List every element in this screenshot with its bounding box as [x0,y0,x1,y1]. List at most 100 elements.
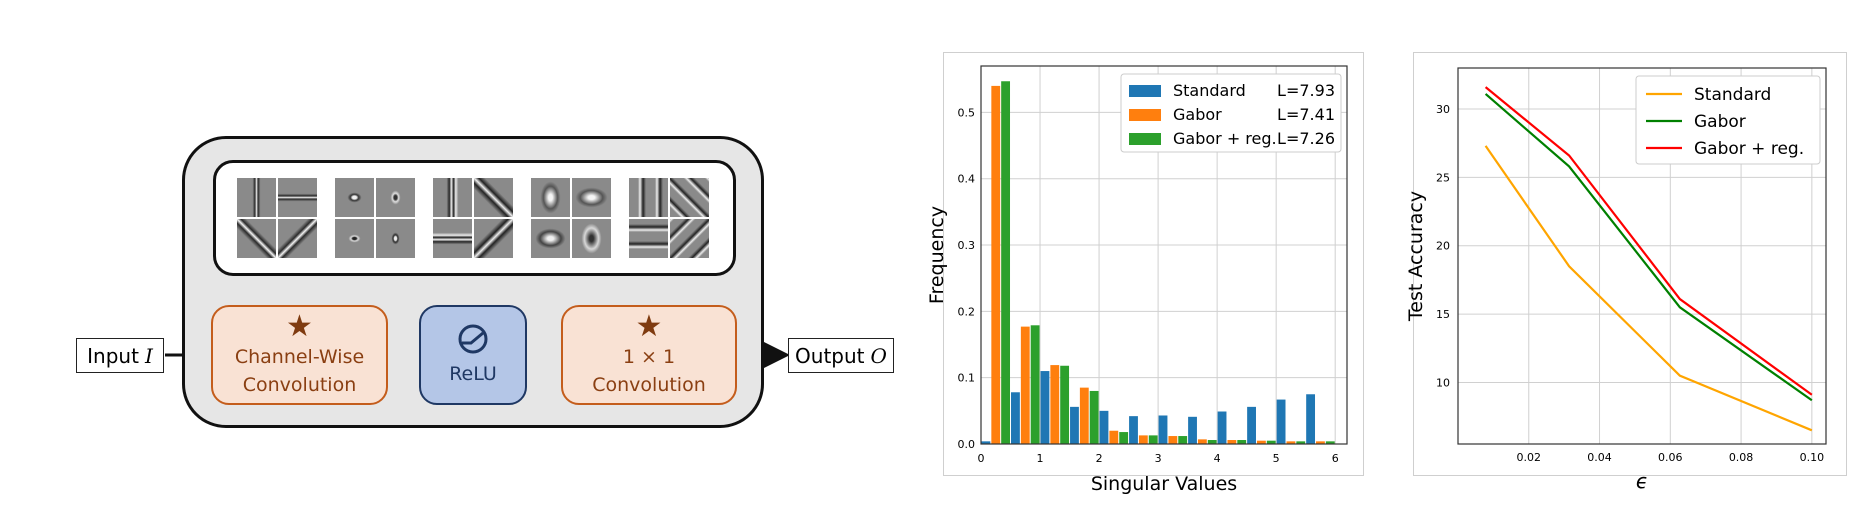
bar-gabor [991,85,1001,444]
bar-gabor [1050,365,1060,444]
bar-gabor-reg- [1030,325,1040,444]
plot-border [1457,67,1827,445]
gabor-filter-icon [670,219,709,258]
legend-label: Standard [1173,81,1246,100]
pointwise-label-line2: Convolution [592,374,706,396]
y-tick-label: 0.0 [958,438,976,451]
x-axis-label: ϵ [1636,469,1648,493]
x-tick-label: 1 [1037,452,1044,465]
channel-wise-convolution-box: ★ Channel-Wise Convolution [211,305,388,405]
gabor-filter-icon [629,219,668,258]
gabor-filter-icon [572,178,611,217]
x-tick-label: 0.10 [1800,451,1825,464]
gabor-filter-group-1 [237,178,317,258]
bar-gabor [1197,439,1207,444]
x-tick-label: 4 [1214,452,1221,465]
gabor-filter-icon [278,219,317,258]
y-tick-label: 25 [1436,171,1450,184]
x-tick-label: 0.04 [1587,451,1612,464]
gabor-filter-icon [376,219,415,258]
legend-label: Standard [1694,85,1771,105]
bar-gabor [1227,440,1237,444]
input-label: Input [87,343,139,368]
bar-gabor-reg- [1148,435,1158,444]
gabor-filter-icon [531,219,570,258]
y-tick-label: 0.5 [958,106,976,119]
relu-activation-icon [458,324,488,354]
gabor-filter-icon [474,219,513,258]
y-axis-label: Frequency [926,206,948,304]
legend-note: L=7.93 [1277,81,1335,100]
input-symbol: I [144,343,153,368]
bar-standard [1070,406,1079,444]
legend-label: Gabor + reg. [1694,139,1804,159]
bar-standard [1040,371,1050,444]
gabor-filter-icon [335,219,374,258]
x-tick-label: 6 [1332,452,1339,465]
bar-standard [1188,416,1197,444]
y-tick-label: 0.2 [958,305,976,318]
bar-gabor-reg- [1178,436,1188,444]
test-accuracy-line-chart: 0.02 0.04 0.06 0.08 0.10 10 15 20 25 30 ϵ Test Accu… [1405,67,1827,493]
gabor-filter-icon [433,219,472,258]
bar-gabor [1286,441,1296,444]
bar-standard [1099,410,1109,444]
line-standard [1484,145,1813,432]
channel-wise-label-line2: Convolution [242,374,357,396]
bar-gabor [1079,387,1089,444]
gabor-filter-group-4 [531,178,611,258]
output-box: Output O [788,338,894,373]
gabor-filter-group-5 [629,178,709,258]
singular-values-chart-frame [943,52,1364,476]
legend-swatch [1129,109,1161,121]
bar-gabor-reg- [1266,440,1276,444]
y-tick-label: 10 [1436,376,1450,389]
bar-gabor [1138,435,1148,444]
line-gabor [1484,93,1813,402]
bar-gabor [1020,326,1030,444]
relu-box: ReLU [419,305,527,405]
bar-gabor-reg- [1207,440,1217,444]
gabor-filter-panel [213,160,736,276]
bar-gabor-reg- [1325,441,1335,444]
legend-label: Gabor [1694,112,1746,132]
x-tick-label: 0.02 [1517,451,1542,464]
input-box: Input I [76,338,164,373]
legend-note: L=7.41 [1277,105,1335,124]
y-tick-label: 0.3 [958,239,976,252]
y-tick-label: 30 [1436,103,1450,116]
y-tick-label: 15 [1436,308,1450,321]
legend-note: L=7.26 [1277,129,1335,148]
singular-values-histogram: 0 1 2 3 4 5 6 0.0 0.1 0.2 0.3 0.4 0.5 Singular Values… [926,65,1348,495]
gabor-filter-icon [376,178,415,217]
x-axis-label: Singular Values [1091,473,1237,495]
relu-label: ReLU [449,363,497,385]
bar-standard [1011,392,1020,444]
star-icon: ★ [635,309,663,344]
x-tick-label: 0.08 [1729,451,1754,464]
legend-swatch [1129,85,1161,97]
bar-standard [1247,406,1256,444]
legend-swatch [1129,133,1161,145]
gabor-filter-icon [237,219,276,258]
line-gabor-reg- [1484,86,1813,396]
channel-wise-label-line1: Channel-Wise [234,346,365,368]
bar-standard [1276,399,1286,444]
legend-box [1635,75,1821,165]
bar-standard [1306,394,1316,444]
bar-gabor [1256,440,1266,444]
bar-gabor-reg- [1296,441,1306,444]
gabor-filter-icon [531,178,570,217]
x-tick-label: 3 [1155,452,1162,465]
bar-gabor-reg- [1119,432,1129,444]
y-axis-label: Test Accuracy [1405,191,1427,322]
architecture-diagram: Input I Output O [0,0,920,529]
legend-label: Gabor [1173,105,1222,124]
x-tick-label: 2 [1096,452,1103,465]
gabor-filter-icon [670,178,709,217]
bar-gabor [1109,430,1119,444]
y-tick-label: 0.1 [958,372,976,385]
gabor-filter-icon [474,178,513,217]
legend-label: Gabor + reg. [1173,129,1277,148]
output-symbol: O [870,343,887,368]
